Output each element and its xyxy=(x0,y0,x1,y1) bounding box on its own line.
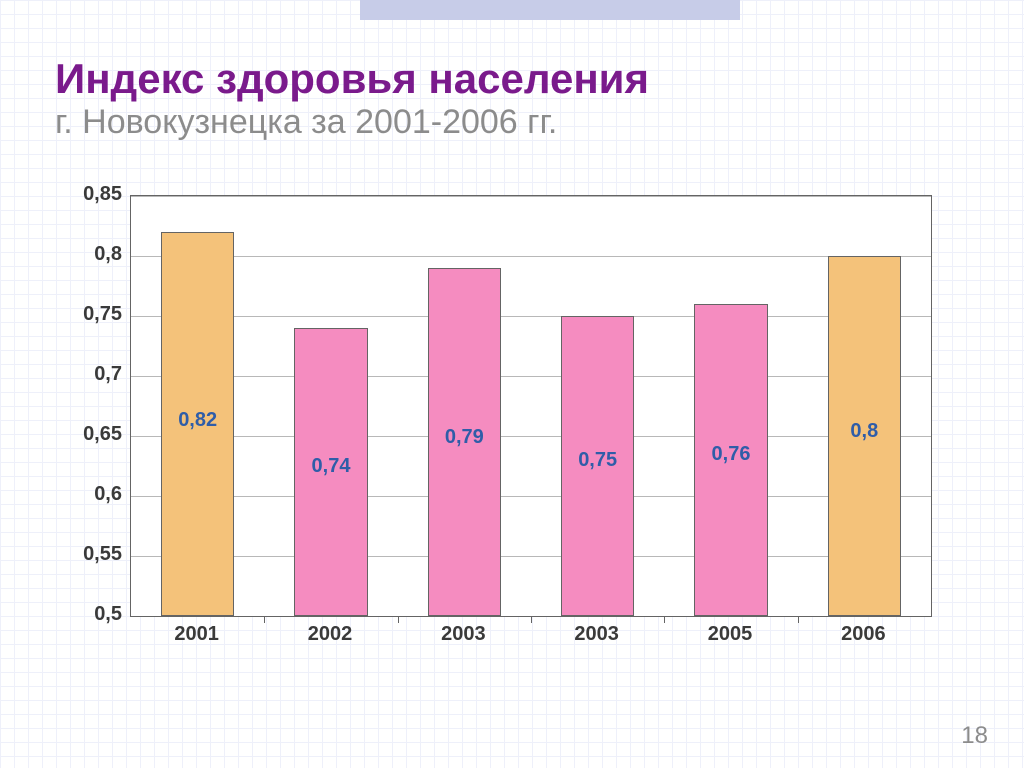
x-tick-mark xyxy=(264,616,265,623)
y-tick-label: 0,85 xyxy=(62,183,122,206)
x-tick-label: 2005 xyxy=(670,623,790,646)
gridline xyxy=(131,196,931,197)
y-tick-label: 0,5 xyxy=(62,603,122,626)
x-tick-mark xyxy=(531,616,532,623)
bar-value-label: 0,79 xyxy=(428,426,501,449)
y-tick-label: 0,65 xyxy=(62,423,122,446)
top-accent-bar xyxy=(360,0,740,20)
x-tick-mark xyxy=(398,616,399,623)
gridline xyxy=(131,256,931,257)
x-tick-mark xyxy=(664,616,665,623)
slide: Индекс здоровья населения г. Новокузнецк… xyxy=(0,0,1024,768)
x-tick-label: 2002 xyxy=(270,623,390,646)
y-tick-label: 0,8 xyxy=(62,243,122,266)
plot-area: 0,82 0,74 0,79 0,75 0,76 0,8 xyxy=(130,195,932,617)
title-sub: г. Новокузнецка за 2001-2006 гг. xyxy=(55,103,557,141)
y-tick-label: 0,7 xyxy=(62,363,122,386)
gridline xyxy=(131,556,931,557)
x-tick-label: 2006 xyxy=(803,623,923,646)
x-tick-label: 2003 xyxy=(403,623,523,646)
bar-value-label: 0,74 xyxy=(294,455,367,478)
y-tick-label: 0,55 xyxy=(62,543,122,566)
bar-value-label: 0,76 xyxy=(694,443,767,466)
x-tick-label: 2003 xyxy=(537,623,657,646)
x-tick-label: 2001 xyxy=(137,623,257,646)
slide-header: Индекс здоровья населения г. Новокузнецк… xyxy=(55,55,964,142)
x-tick-mark xyxy=(798,616,799,623)
bar-value-label: 0,82 xyxy=(161,409,234,432)
gridline xyxy=(131,376,931,377)
gridline xyxy=(131,436,931,437)
bar-value-label: 0,8 xyxy=(828,420,901,443)
bar-chart: 0,82 0,74 0,79 0,75 0,76 0,8 0,5 0,55 0,6 0,65 0,… xyxy=(50,185,950,675)
page-number: 18 xyxy=(961,722,988,750)
y-tick-label: 0,75 xyxy=(62,303,122,326)
gridline xyxy=(131,316,931,317)
y-tick-label: 0,6 xyxy=(62,483,122,506)
gridline xyxy=(131,496,931,497)
title-main: Индекс здоровья населения xyxy=(55,55,649,102)
bar-value-label: 0,75 xyxy=(561,449,634,472)
